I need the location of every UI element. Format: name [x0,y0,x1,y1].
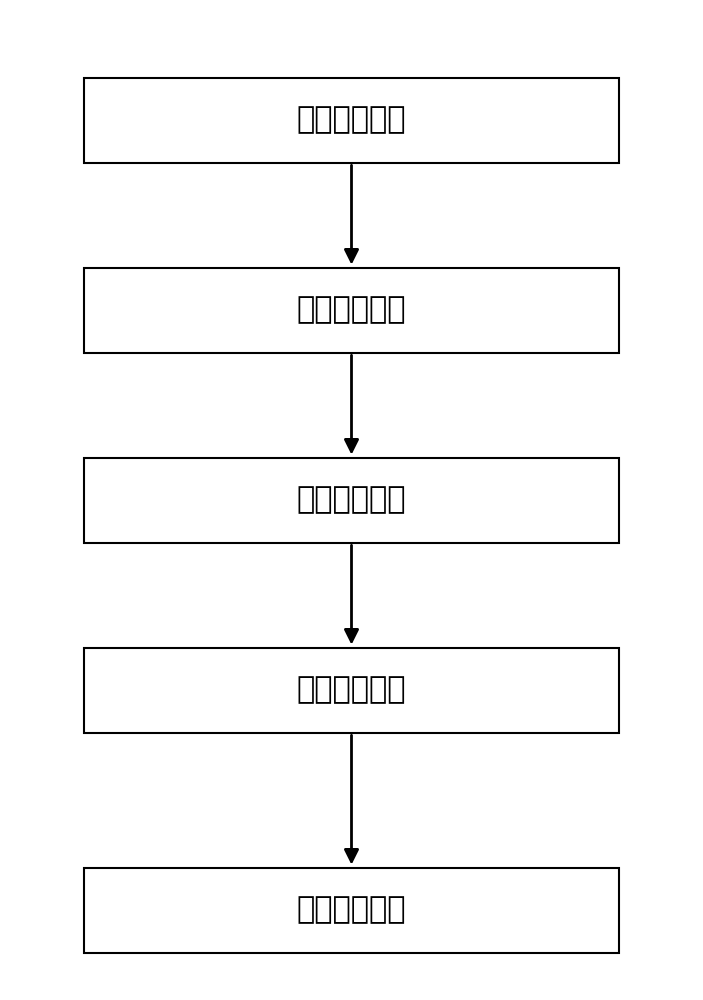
Bar [84,267,619,353]
Bar [84,458,619,542]
Bar [84,867,619,952]
Text: 第一处理单元: 第一处理单元 [297,105,406,134]
Text: 第四处理单元: 第四处理单元 [297,676,406,704]
Bar [84,78,619,162]
Text: 第二处理单元: 第二处理单元 [297,296,406,324]
Bar [84,648,619,732]
Text: 第五处理单元: 第五处理单元 [297,896,406,924]
Text: 第三处理单元: 第三处理单元 [297,486,406,514]
